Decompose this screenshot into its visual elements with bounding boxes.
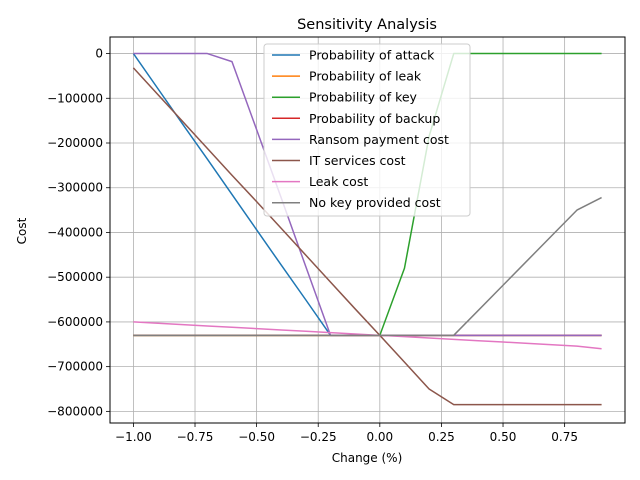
- axis-ticks: −1.00 −0.75 −0.50 −0.25 0.00 0.25 0.50 0.75 0 −10…: [47, 47, 578, 444]
- legend-label: Probability of leak: [309, 69, 422, 84]
- x-tick-label: −1.00: [115, 430, 152, 444]
- x-tick-label: 0.75: [551, 430, 578, 444]
- legend: Probability of attack Probability of leak…: [263, 43, 471, 217]
- y-tick-label: −100000: [47, 91, 103, 105]
- x-tick-label: 0.25: [428, 430, 455, 444]
- x-tick-label: −0.50: [238, 430, 275, 444]
- x-tick-label: −0.75: [177, 430, 214, 444]
- legend-label: Probability of key: [309, 90, 418, 105]
- x-tick-label: 0.00: [366, 430, 393, 444]
- x-axis-label: Change (%): [332, 451, 403, 465]
- legend-label: IT services cost: [309, 153, 406, 168]
- series-line-7: [133, 196, 602, 337]
- y-axis-label: Cost: [15, 217, 29, 244]
- legend-label: Probability of backup: [309, 111, 440, 126]
- y-tick-label: −400000: [47, 225, 103, 239]
- legend-label: Ransom payment cost: [309, 132, 449, 147]
- legend-label: No key provided cost: [309, 195, 441, 210]
- plot-frame: [109, 36, 626, 424]
- series-lines: [132, 52, 602, 406]
- x-tick-label: −0.25: [300, 430, 337, 444]
- y-tick-label: −300000: [47, 181, 103, 195]
- y-tick-label: −800000: [47, 404, 103, 418]
- legend-label: Leak cost: [309, 174, 368, 189]
- x-tick-label: 0.50: [490, 430, 517, 444]
- y-tick-label: −600000: [47, 315, 103, 329]
- series-line-5: [132, 67, 602, 406]
- legend-box: [263, 43, 471, 217]
- y-tick-label: 0: [95, 47, 103, 61]
- legend-label: Probability of attack: [309, 48, 435, 63]
- chart-title: Sensitivity Analysis: [297, 17, 437, 33]
- y-tick-label: −500000: [47, 270, 103, 284]
- y-tick-label: −200000: [47, 136, 103, 150]
- y-tick-label: −700000: [47, 360, 103, 374]
